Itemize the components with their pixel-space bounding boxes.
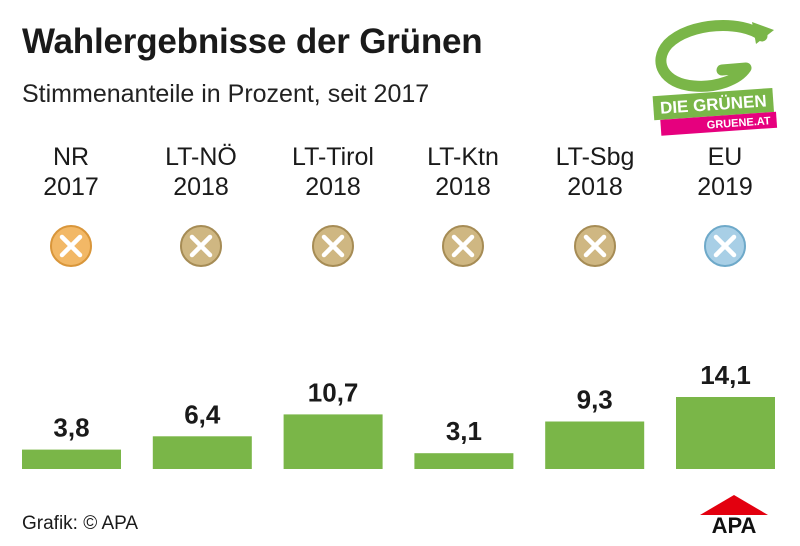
election-name: LT-NÖ xyxy=(165,143,237,171)
election-year: 2018 xyxy=(305,173,361,201)
x-circle-icon xyxy=(180,225,222,267)
x-circle-icon xyxy=(574,225,616,267)
chart-subtitle: Stimmenanteile in Prozent, seit 2017 xyxy=(22,80,430,108)
election-name: LT-Tirol xyxy=(292,143,374,171)
x-circle-icon xyxy=(442,225,484,267)
election-name: LT-Ktn xyxy=(427,143,499,171)
bar xyxy=(676,397,775,469)
apa-logo: APA xyxy=(700,495,768,535)
election-eu-2019: EU 2019 xyxy=(660,142,790,268)
credit-text: Grafik: © APA xyxy=(22,513,139,534)
data-label: 6,4 xyxy=(184,399,221,429)
election-name: NR xyxy=(52,143,90,171)
election-year: 2019 xyxy=(697,173,753,201)
logo-url: GRUENE.AT xyxy=(706,115,771,131)
election-lt-ktn-2018: LT-Ktn 2018 xyxy=(398,142,528,268)
data-label: 14,1 xyxy=(700,360,751,390)
election-lt-tirol-2018: LT-Tirol 2018 xyxy=(268,142,398,268)
election-name: LT-Sbg xyxy=(555,143,635,171)
data-label: 10,7 xyxy=(308,377,359,407)
election-nr-2017: NR 2017 xyxy=(6,142,136,268)
chart-title: Wahlergebnisse der Grünen xyxy=(22,22,483,61)
bar xyxy=(152,436,252,469)
die-gruenen-logo: DIE GRÜNEN GRUENE.AT xyxy=(652,20,778,136)
election-columns: NR 2017 LT-NÖ 2018 LT-Tirol 2018 LT-Ktn … xyxy=(0,142,800,272)
bar xyxy=(283,414,383,469)
election-year: 2018 xyxy=(567,173,623,201)
data-label: 3,8 xyxy=(53,413,89,443)
election-lt-noe-2018: LT-NÖ 2018 xyxy=(136,142,266,268)
election-lt-sbg-2018: LT-Sbg 2018 xyxy=(530,142,660,268)
x-circle-icon xyxy=(704,225,746,267)
bar xyxy=(545,421,645,469)
data-label: 3,1 xyxy=(446,416,482,446)
bar xyxy=(22,449,121,469)
logo-url-band xyxy=(660,111,778,136)
green-g-logo xyxy=(655,20,774,92)
bar-chart: 3,8 6,4 10,7 3,1 9,3 14,1 xyxy=(22,360,775,469)
x-circle-icon xyxy=(312,225,354,267)
apa-logo-text: APA xyxy=(712,513,757,535)
data-label: 9,3 xyxy=(577,385,613,415)
apa-logo-roof xyxy=(700,495,768,515)
election-year: 2018 xyxy=(435,173,491,201)
election-name: EU xyxy=(707,143,743,171)
bar xyxy=(414,453,514,469)
x-circle-icon xyxy=(50,225,92,267)
election-year: 2017 xyxy=(43,173,99,201)
election-year: 2018 xyxy=(173,173,229,201)
logo-name-band xyxy=(652,87,774,121)
